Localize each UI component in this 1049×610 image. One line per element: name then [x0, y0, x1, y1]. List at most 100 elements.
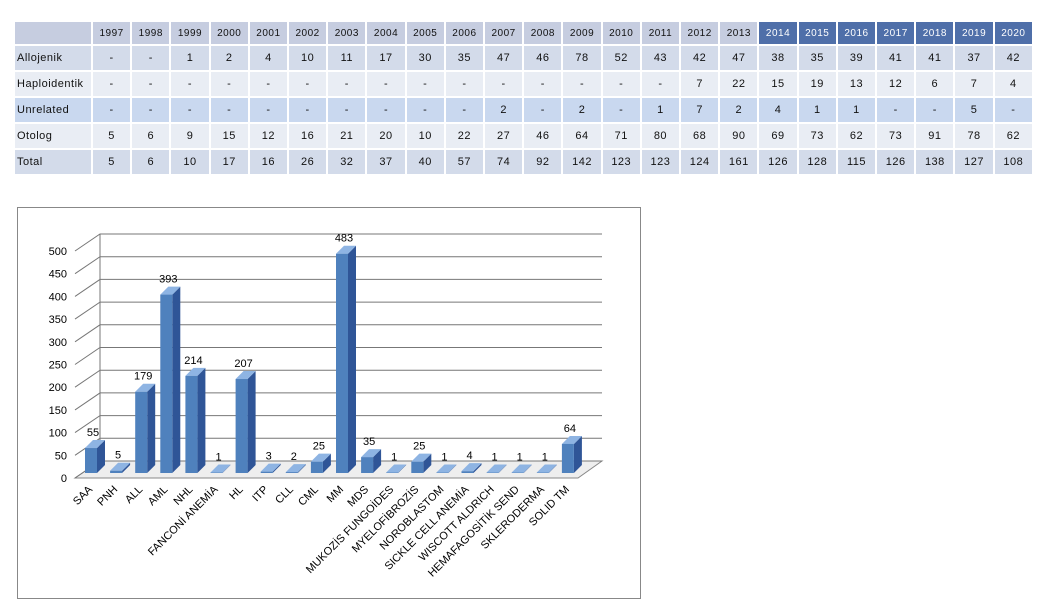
column-header: 2006 [443, 20, 486, 46]
y-tick-label: 300 [49, 337, 67, 349]
table-cell: - [208, 96, 250, 124]
table-cell: - [287, 96, 329, 124]
table-cell: 2 [483, 96, 525, 124]
row-label: Otolog [13, 122, 93, 150]
bar-side [197, 367, 206, 473]
data-label: 214 [184, 355, 202, 367]
table-cell: - [600, 70, 642, 98]
table-cell: - [443, 96, 486, 124]
bar-side [122, 462, 131, 473]
table-cell: 161 [718, 148, 760, 176]
bar-top [461, 463, 482, 472]
row-label: Allojenik [13, 44, 93, 72]
table-cell: - [404, 70, 446, 98]
bar-top [85, 440, 105, 449]
data-label: 179 [134, 371, 152, 383]
bar-side [147, 383, 156, 473]
table-cell: - [90, 44, 133, 72]
table-cell: 22 [443, 122, 486, 150]
bar-side [247, 371, 256, 473]
column-header: 2012 [679, 20, 721, 46]
table-cell: 7 [679, 70, 721, 98]
data-label: 4 [466, 450, 472, 462]
data-label: 1 [391, 452, 397, 464]
bar-top [285, 464, 306, 473]
bar-side [423, 453, 432, 473]
table-cell: 2 [718, 96, 760, 124]
table-cell: 91 [914, 122, 956, 150]
table-cell: - [130, 44, 172, 72]
table-cell: 6 [914, 70, 956, 98]
bar-side [448, 464, 457, 473]
header-corner [13, 20, 93, 46]
data-label: 207 [234, 358, 252, 370]
bar-top [436, 464, 457, 473]
bar [110, 470, 123, 473]
table-cell: - [130, 70, 172, 98]
table-cell: 26 [287, 148, 329, 176]
table-cell: 115 [835, 148, 878, 176]
table-cell: 40 [404, 148, 446, 176]
column-header: 2000 [208, 20, 250, 46]
table-cell: 41 [914, 44, 956, 72]
table-cell: 64 [561, 122, 603, 150]
table-cell: 20 [365, 122, 407, 150]
table-cell: 127 [953, 148, 995, 176]
table-cell: 12 [247, 122, 290, 150]
data-label: 1 [441, 452, 447, 464]
y-tick-label: 50 [55, 450, 67, 462]
row-label: Unrelated [13, 96, 93, 124]
bar-side [398, 464, 407, 473]
chart: 050100150200250300350400450500SAA55PNH5A… [17, 207, 641, 599]
bar-top [486, 464, 507, 473]
bar-side [222, 464, 231, 473]
data-label: 2 [291, 451, 297, 463]
bar-side [548, 464, 557, 473]
table-cell: 42 [992, 44, 1035, 72]
bar [160, 294, 173, 473]
data-label: 483 [335, 233, 353, 245]
column-header: 2008 [522, 20, 564, 46]
column-header: 2016 [835, 20, 878, 46]
table-cell: - [992, 96, 1035, 124]
table-cell: 142 [561, 148, 603, 176]
table-row: Otolog 5 6 9 15 12 16 21 20 10 22 27 46 64 71 80 68 90 69 7… [13, 122, 1035, 150]
table-cell: 80 [639, 122, 682, 150]
data-label: 35 [363, 436, 375, 448]
table-cell: 78 [953, 122, 995, 150]
bar [260, 471, 273, 473]
bar [336, 253, 348, 473]
table-cell: 46 [522, 44, 564, 72]
bar-top [260, 463, 281, 472]
table-cell: 17 [208, 148, 250, 176]
bar [411, 461, 424, 473]
column-header: 2018 [914, 20, 956, 46]
table-cell: 4 [992, 70, 1035, 98]
table-cell: 128 [796, 148, 838, 176]
table-cell: 37 [953, 44, 995, 72]
table-cell: 30 [404, 44, 446, 72]
bar-top [110, 462, 131, 471]
table-cell: 16 [247, 148, 290, 176]
y-tick-label: 450 [49, 269, 67, 281]
table-cell: 6 [130, 122, 172, 150]
table-cell: - [130, 96, 172, 124]
table-cell: 27 [483, 122, 525, 150]
table-cell: 10 [287, 44, 329, 72]
bar-side [322, 453, 331, 473]
table-cell: - [90, 96, 133, 124]
table-cell: 123 [600, 148, 642, 176]
bar-top [135, 383, 156, 392]
table-cell: 47 [483, 44, 525, 72]
table-cell: - [561, 70, 603, 98]
table-cell: 5 [90, 122, 133, 150]
column-header: 2004 [365, 20, 407, 46]
table-cell: - [522, 96, 564, 124]
table-cell: 35 [796, 44, 838, 72]
table-cell: 47 [718, 44, 760, 72]
column-header: 2011 [639, 20, 682, 46]
column-header: 1999 [169, 20, 211, 46]
table-cell: 4 [757, 96, 799, 124]
column-header: 2014 [757, 20, 799, 46]
bar [461, 471, 474, 473]
